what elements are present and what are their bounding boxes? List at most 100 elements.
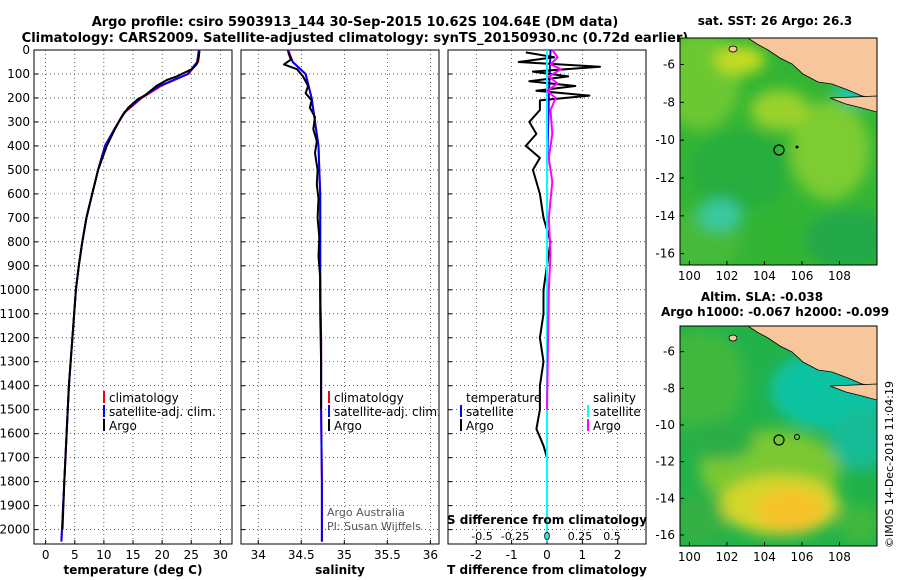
map-x-tick-label: 100 [678,269,701,283]
map-x-tick-label: 100 [678,550,701,564]
sst-map-ticks: 100 102 104 106 108 -6 -8 -10 -12 -14 -16 [655,57,851,283]
series-line-argo [61,51,201,530]
temperature-axes-frame [33,49,233,545]
legend-label-argo: Argo [334,419,362,433]
y-tick-label: 700 [7,211,30,225]
x-tick-label: 1 [579,548,587,562]
panel-note-org: Argo Australia [327,506,405,519]
y-tick-label: 400 [7,139,30,153]
map-x-tick-label: 104 [753,550,776,564]
s-diff-tick: -0.5 [471,530,492,543]
depth-axis: 0 100 200 300 400 500 600 700 800 900 1000 1100 1200… [0,43,30,537]
s-diff-tick: 0 [544,530,551,543]
argo-position-marker [773,144,785,156]
y-tick-label: 1500 [0,403,30,417]
y-tick-label: 1100 [0,307,30,321]
island [728,45,738,53]
sla-map-frame [679,325,878,547]
map-y-tick-label: -8 [663,381,675,395]
y-tick-label: 0 [22,43,30,57]
x-tick-label: 34.5 [288,548,315,562]
map-y-tick-label: -10 [655,133,675,147]
map-y-tick-label: -8 [663,95,675,109]
map-x-tick-label: 106 [790,550,813,564]
map-x-tick-label: 108 [828,550,851,564]
series-line-t-argo [517,51,601,458]
difference-xlabel: T difference from climatology [447,563,647,577]
salinity-axes-frame [240,49,440,545]
map-y-tick-label: -14 [655,491,675,505]
legend-label-satellite: satellite-adj. clim. [109,405,216,419]
x-tick-label: 5 [71,548,79,562]
salinity-legend: climatology satellite-adj. clim. Argo [328,391,441,433]
salinity-diff-label: S difference from climatology [447,513,647,527]
y-tick-label: 1700 [0,451,30,465]
temperature-xlabel: temperature (deg C) [64,563,203,577]
map-y-tick-label: -10 [655,418,675,432]
map-y-tick-label: -12 [655,455,675,469]
x-tick-label: -1 [506,548,518,562]
y-tick-label: 1900 [0,499,30,513]
y-tick-label: 500 [7,163,30,177]
y-tick-label: 1300 [0,355,30,369]
title-line-1: Argo profile: csiro 5903913_144 30-Sep-2… [92,15,619,30]
difference-legend-right: salinity satellite Argo [587,391,641,433]
x-tick-label: 30 [213,548,228,562]
island [794,434,800,440]
panel-note-pi: PI: Susan Wijffels [327,520,421,533]
y-tick-label: 2000 [0,523,30,537]
y-tick-label: 1200 [0,331,30,345]
difference-series [517,49,601,542]
map-x-tick-label: 104 [753,269,776,283]
x-tick-label: 2 [614,548,622,562]
x-tick-label: 25 [184,548,199,562]
y-tick-label: 100 [7,67,30,81]
temperature-series [60,49,201,542]
temperature-x-ticks: 0 5 10 15 20 25 30 [42,548,228,562]
sst-map: sat. SST: 26 Argo: 26.3 100 102 104 106 108 -… [655,14,878,283]
x-tick-label: 10 [96,548,111,562]
java-coastline [829,383,877,401]
legend-label-climatology: climatology [109,391,179,405]
salinity-diff-ticks: -0.5 -0.25 0 0.25 0.5 [471,530,620,543]
argo-position-marker [773,434,785,446]
salinity-xlabel: salinity [315,563,365,577]
s-diff-tick: 0.25 [568,530,593,543]
sumatra-java-coastline [747,326,877,387]
difference-panel: -2 -1 0 1 2 T difference from climatology S … [447,49,647,577]
legend-label-satellite: satellite-adj. clim. [334,405,441,419]
salinity-x-ticks: 34 34.5 35 35.5 36 [251,548,438,562]
x-tick-label: 34 [251,548,266,562]
y-tick-label: 1400 [0,379,30,393]
legend-title-temperature: temperature [466,391,541,405]
legend-label-t-argo: Argo [466,419,494,433]
sumatra-java-coastline [747,38,877,99]
y-tick-label: 900 [7,259,30,273]
map-y-tick-label: -16 [655,247,675,261]
map-y-tick-label: -6 [663,345,675,359]
legend-label-s-argo: Argo [593,419,621,433]
temperature-panel: 0100200300400500600700800900100011001200… [0,43,233,577]
legend-label-t-satellite: satellite [466,405,514,419]
sla-map-ticks: 100 102 104 106 108 -6 -8 -10 -12 -14 -16 [655,345,851,564]
temperature-legend: climatology satellite-adj. clim. Argo [103,391,216,433]
sst-map-title: sat. SST: 26 Argo: 26.3 [698,14,852,28]
difference-legend-left: temperature satellite Argo [460,391,541,433]
legend-label-s-satellite: satellite [593,405,641,419]
map-x-tick-label: 102 [715,550,738,564]
sla-map-image [680,326,877,546]
island [728,334,738,342]
s-diff-tick: 0.5 [603,530,621,543]
map-y-tick-label: -12 [655,171,675,185]
difference-x-ticks: -2 -1 0 1 2 [470,548,621,562]
island [795,145,799,149]
salinity-series [283,49,323,542]
java-coastline [829,95,877,113]
y-tick-label: 800 [7,235,30,249]
map-y-tick-label: -14 [655,209,675,223]
series-line-s-argo [546,49,563,410]
difference-grid [448,49,646,544]
y-tick-label: 1000 [0,283,30,297]
legend-label-climatology: climatology [334,391,404,405]
x-tick-label: 35 [337,548,352,562]
